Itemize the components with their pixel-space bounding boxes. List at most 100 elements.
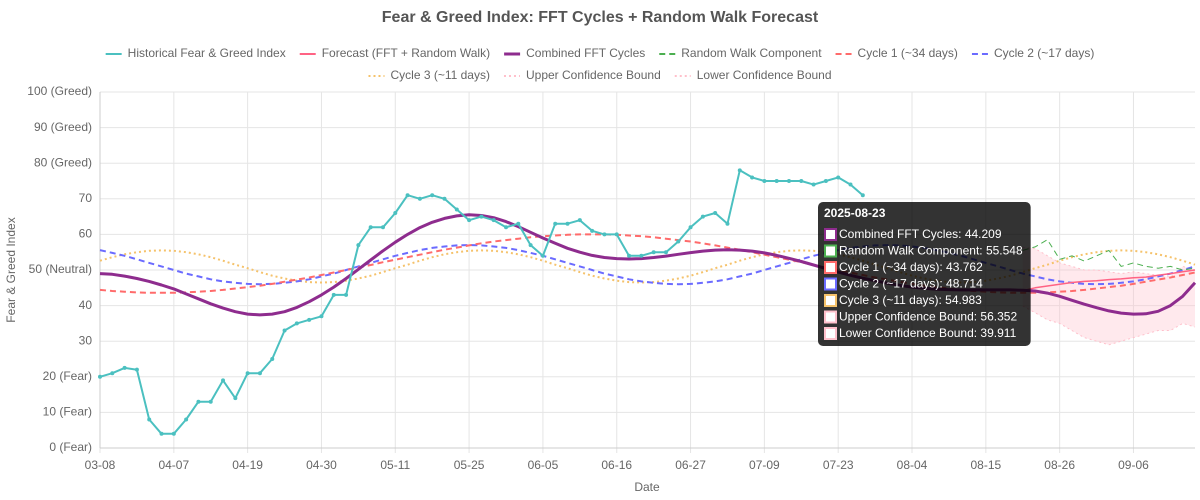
x-tick-label: 09-06 [1118, 458, 1149, 472]
data-point [774, 179, 779, 183]
x-tick-label: 06-27 [675, 458, 706, 472]
legend-label: Lower Confidence Bound [697, 68, 832, 82]
data-point [725, 221, 730, 226]
data-point [405, 193, 410, 198]
y-tick-label: 10 (Fear) [43, 405, 92, 419]
data-point [319, 314, 324, 319]
legend-label: Cycle 2 (~17 days) [994, 46, 1094, 60]
legend-item: Lower Confidence Bound [674, 68, 832, 82]
data-point [627, 253, 632, 258]
data-point [700, 214, 705, 219]
x-tick-label: 06-05 [528, 458, 559, 472]
data-point [122, 365, 127, 370]
data-point [467, 218, 472, 223]
data-point [380, 225, 385, 230]
x-tick-label: 04-07 [158, 458, 189, 472]
legend-label: Random Walk Component [681, 46, 822, 60]
tooltip-item: Cycle 3 (~11 days): 54.983 [839, 293, 982, 307]
data-point [811, 182, 816, 187]
data-point [540, 253, 545, 258]
data-point [651, 250, 656, 255]
y-tick-label: 80 (Greed) [34, 155, 92, 169]
data-point [762, 179, 767, 183]
data-point [614, 232, 619, 237]
tooltip-item: Cycle 1 (~34 days): 43.762 [839, 260, 983, 274]
x-tick-label: 07-09 [749, 458, 780, 472]
data-point [417, 196, 422, 201]
legend-label: Upper Confidence Bound [526, 68, 661, 82]
data-point [221, 378, 226, 383]
legend-item: Cycle 2 (~17 days) [971, 46, 1094, 60]
data-point [504, 225, 509, 230]
y-tick-label: 50 (Neutral) [29, 262, 92, 276]
legend-item: Random Walk Component [659, 46, 822, 60]
tooltip-swatch [824, 228, 837, 241]
data-point [442, 196, 447, 201]
data-point [233, 396, 238, 401]
legend-item: Historical Fear & Greed Index [105, 46, 286, 60]
x-tick-label: 04-30 [306, 458, 337, 472]
data-point [171, 431, 176, 436]
data-point [184, 417, 189, 422]
data-point [479, 214, 484, 219]
series-line [1022, 246, 1196, 278]
data-point [344, 292, 349, 297]
legend-item: Forecast (FFT + Random Walk) [299, 46, 490, 60]
data-point [430, 193, 435, 198]
legend-label: Historical Fear & Greed Index [128, 46, 286, 60]
data-point [737, 168, 742, 173]
data-point [134, 367, 139, 372]
y-tick-label: 40 [79, 298, 93, 312]
data-point [688, 225, 693, 230]
x-tick-label: 03-08 [85, 458, 116, 472]
y-tick-label: 30 [79, 333, 93, 347]
x-tick-label: 05-11 [380, 458, 410, 472]
x-tick-label: 08-15 [970, 458, 1001, 472]
data-point [848, 182, 853, 187]
y-tick-label: 20 (Fear) [43, 369, 92, 383]
tooltip-swatch [824, 261, 837, 274]
legend-item: Cycle 1 (~34 days) [835, 46, 958, 60]
tooltip-item: Combined FFT Cycles: 44.209 [839, 227, 1002, 241]
data-point [307, 317, 312, 322]
data-point [602, 232, 607, 237]
data-point [270, 357, 275, 361]
data-point [823, 179, 828, 183]
legend-label: Cycle 1 (~34 days) [858, 46, 958, 60]
data-point [553, 221, 558, 226]
data-point [860, 193, 865, 198]
data-point [663, 250, 668, 255]
x-tick-label: 08-26 [1044, 458, 1075, 472]
tooltip-title: 2025-08-23 [824, 206, 886, 220]
chart-title: Fear & Greed Index: FFT Cycles + Random … [382, 9, 819, 26]
tooltip-swatch [824, 310, 837, 324]
x-tick-label: 06-16 [601, 458, 632, 472]
y-tick-label: 70 [79, 191, 93, 205]
legend-label: Cycle 3 (~11 days) [390, 68, 490, 82]
data-point [368, 225, 373, 230]
data-point [639, 253, 644, 258]
data-point [294, 321, 299, 326]
data-point [454, 207, 459, 212]
tooltip-swatch [824, 277, 837, 291]
legend-item: Cycle 3 (~11 days) [368, 68, 490, 82]
data-point [208, 399, 213, 404]
tooltip-item: Lower Confidence Bound: 39.911 [839, 326, 1017, 340]
tooltip-box [818, 202, 1031, 346]
confidence-band [1022, 247, 1195, 345]
x-axis-title: Date [634, 480, 660, 494]
data-point [245, 371, 250, 376]
tooltip-item: Cycle 2 (~17 days): 48.714 [839, 277, 983, 291]
y-tick-label: 60 [79, 227, 93, 241]
data-point [565, 221, 570, 226]
data-point [590, 228, 595, 233]
tooltip-swatch [824, 244, 837, 258]
x-tick-label: 05-25 [454, 458, 485, 472]
legend-label: Combined FFT Cycles [526, 46, 645, 60]
tooltip-item: Random Walk Component: 55.548 [839, 244, 1023, 258]
y-axis-title: Fear & Greed Index [4, 217, 18, 322]
data-point [577, 218, 582, 223]
tooltip-swatch [824, 327, 837, 340]
data-point [528, 243, 533, 248]
